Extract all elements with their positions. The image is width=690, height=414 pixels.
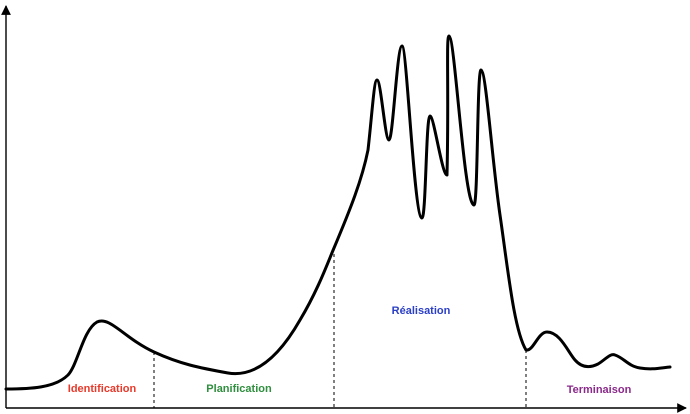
effort-curve <box>4 34 672 391</box>
phase-label-terminaison: Terminaison <box>567 384 632 396</box>
phase-label-realisation: Réalisation <box>392 305 451 317</box>
phase-label-identification: Identification <box>68 383 137 395</box>
phase-label-planification: Planification <box>206 383 272 395</box>
